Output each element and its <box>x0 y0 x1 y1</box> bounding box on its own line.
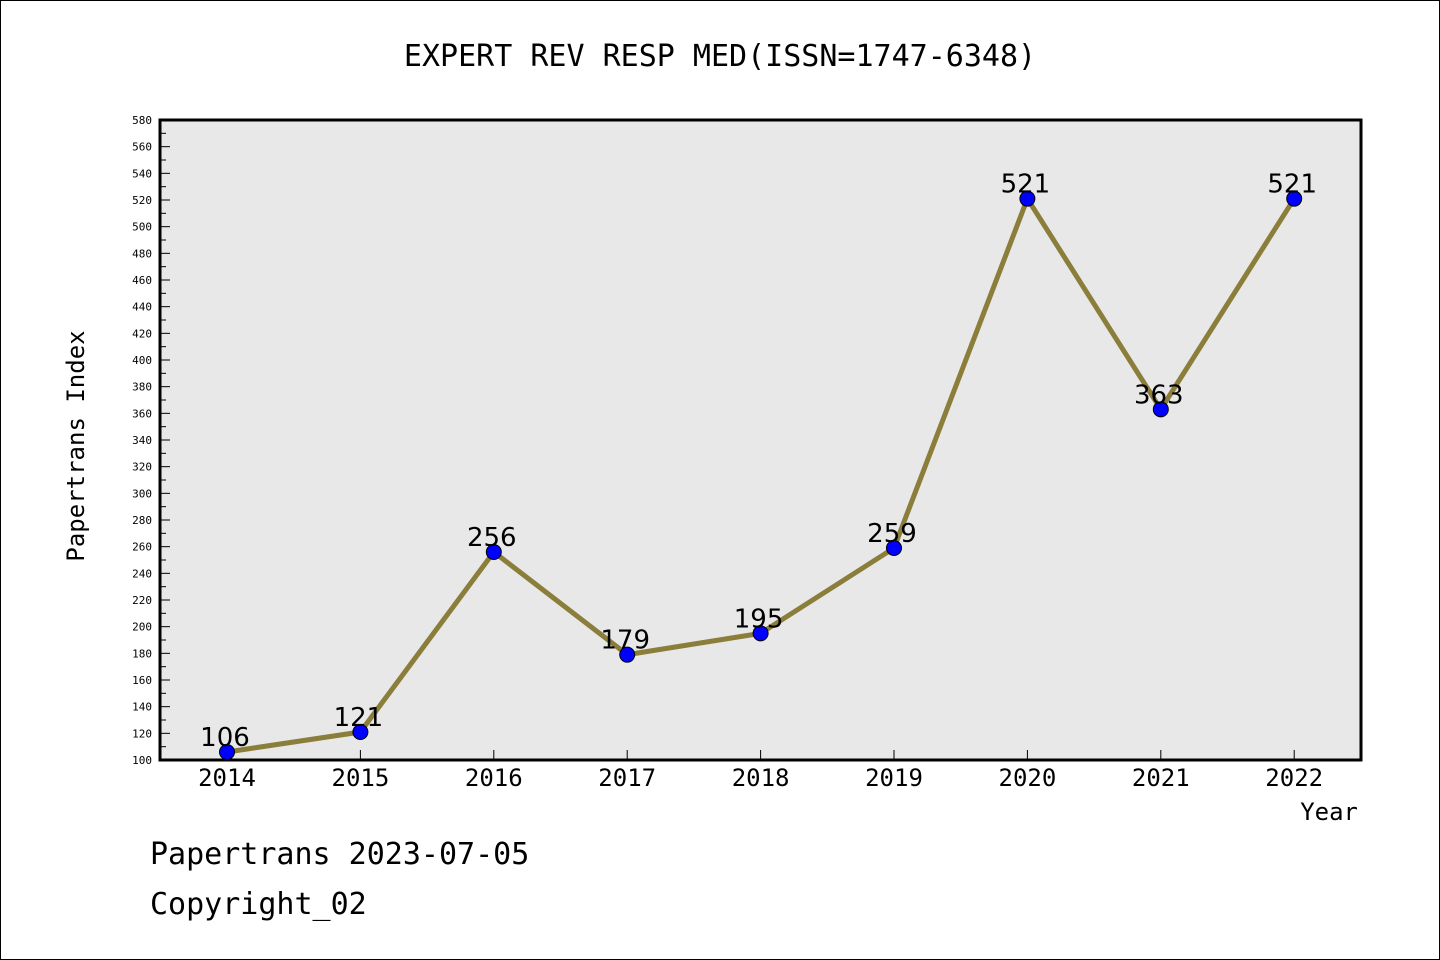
data-label: 259 <box>867 519 917 549</box>
y-tick-label: 180 <box>132 647 152 660</box>
x-tick-label: 2015 <box>332 764 390 792</box>
data-point <box>1286 190 1303 207</box>
chart-title: EXPERT REV RESP MED(ISSN=1747-6348) <box>404 39 1036 74</box>
data-point <box>1019 190 1036 207</box>
y-axis: 100 120 140 160 180 200 220 240 260 280 300 320 340 3… <box>132 114 170 767</box>
x-tick-label: 2016 <box>465 764 523 792</box>
x-tick-label: 2014 <box>198 764 256 792</box>
data-point <box>886 540 902 556</box>
y-tick-label: 240 <box>132 567 152 580</box>
x-tick-label: 2022 <box>1265 764 1323 792</box>
y-tick-label: 280 <box>132 514 152 527</box>
data-point <box>619 646 636 663</box>
x-tick-label: 2017 <box>598 764 656 792</box>
x-axis-title: Year <box>1300 798 1358 826</box>
x-tick-label: 2019 <box>865 764 923 792</box>
data-label: 521 <box>1267 170 1317 200</box>
y-tick-label: 220 <box>132 594 152 607</box>
y-tick-label: 540 <box>132 167 152 180</box>
x-tick-label: 2020 <box>999 764 1057 792</box>
y-tick-label: 360 <box>132 407 152 420</box>
y-tick-label: 400 <box>132 354 152 367</box>
y-axis-title: Papertrans Index <box>62 330 90 561</box>
data-label: 121 <box>334 703 384 733</box>
x-axis: 2014 2015 2016 2017 2018 2019 2020 2021 2022 <box>198 750 1323 792</box>
data-label: 179 <box>600 626 650 656</box>
y-tick-label: 480 <box>132 247 152 260</box>
data-label: 521 <box>1001 170 1051 200</box>
footer-copyright: Copyright_02 <box>150 887 367 922</box>
y-tick-label: 340 <box>132 434 152 447</box>
y-tick-label: 380 <box>132 381 152 394</box>
data-label: 363 <box>1134 380 1184 410</box>
y-tick-label: 200 <box>132 621 152 634</box>
data-labels: 106 121 256 179 195 259 521 363 521 <box>200 170 1317 753</box>
y-tick-label: 160 <box>132 674 152 687</box>
y-tick-label: 460 <box>132 274 152 287</box>
data-label: 195 <box>734 604 784 634</box>
data-point <box>485 544 502 560</box>
x-tick-label: 2018 <box>732 764 790 792</box>
data-label: 106 <box>200 723 250 753</box>
y-tick-label: 100 <box>132 754 152 767</box>
y-tick-label: 580 <box>132 114 152 127</box>
y-tick-label: 420 <box>132 327 152 340</box>
data-point <box>752 625 769 642</box>
y-tick-label: 440 <box>132 301 152 314</box>
data-point <box>352 724 369 740</box>
y-tick-label: 260 <box>132 541 152 554</box>
plot-area <box>158 118 1363 762</box>
y-tick-label: 560 <box>132 141 152 154</box>
data-point <box>1152 401 1169 418</box>
y-tick-label: 120 <box>132 727 152 740</box>
data-point <box>219 744 235 760</box>
data-label: 256 <box>467 523 517 553</box>
footer-date: Papertrans 2023-07-05 <box>150 837 529 872</box>
y-tick-label: 520 <box>132 194 152 207</box>
x-tick-label: 2021 <box>1132 764 1190 792</box>
y-tick-label: 320 <box>132 461 152 474</box>
data-points <box>219 190 1303 760</box>
y-tick-label: 300 <box>132 487 152 500</box>
y-tick-label: 140 <box>132 701 152 714</box>
y-tick-label: 500 <box>132 221 152 234</box>
